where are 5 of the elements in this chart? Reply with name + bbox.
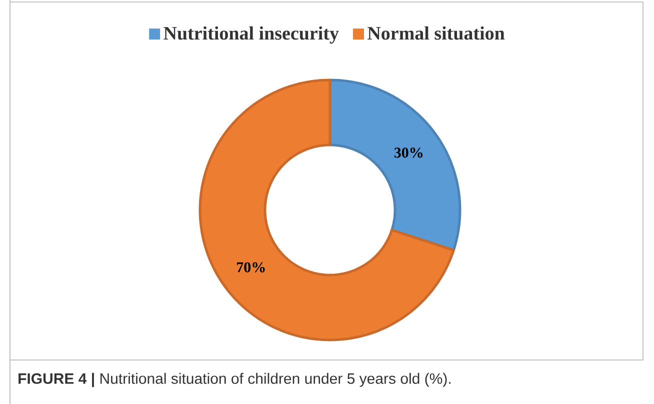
- text: FIGURE 4 | Nutritional situation of children under 5 years old (%).: [18, 372, 450, 388]
- legend-label: Normal situation: [368, 26, 505, 40]
- data-label: 70%: [236, 262, 265, 272]
- data-label: 30%: [394, 148, 422, 158]
- legend-label: Nutritional insecurity: [164, 26, 339, 44]
